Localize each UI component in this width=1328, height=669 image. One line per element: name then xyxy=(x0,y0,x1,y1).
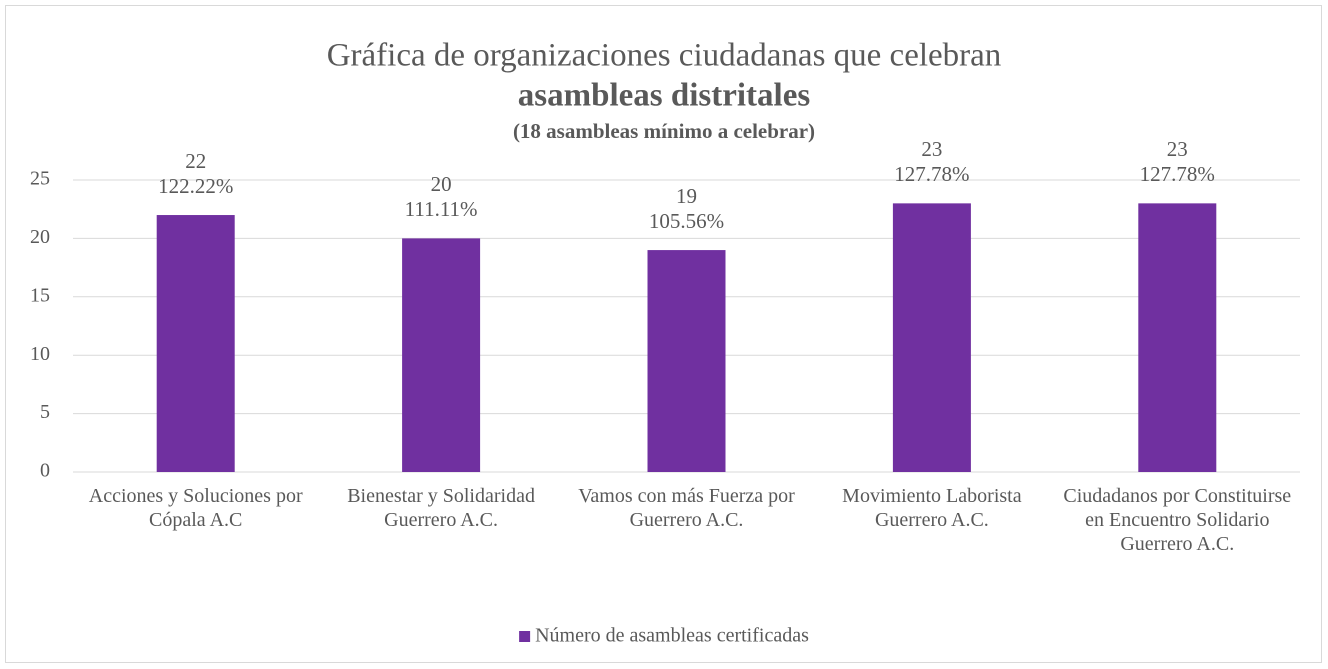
bar xyxy=(402,238,481,472)
bar xyxy=(1138,203,1217,473)
percent-label: 127.78% xyxy=(894,162,969,186)
x-tick-label: Ciudadanos por Constituirse en Encuentro… xyxy=(1063,485,1292,555)
x-tick-label: Acciones y Soluciones por Cópala A.C xyxy=(88,485,303,531)
y-tick-label: 0 xyxy=(40,460,50,482)
data-label: 23 xyxy=(1167,137,1188,161)
percent-label: 127.78% xyxy=(1140,162,1215,186)
legend-label: Número de asambleas certificadas xyxy=(535,625,809,647)
chart-title: Gráfica de organizaciones ciudadanas que… xyxy=(327,38,1002,74)
bar xyxy=(156,215,235,473)
x-tick-label: Vamos con más Fuerza por Guerrero A.C. xyxy=(578,485,795,531)
y-tick-label: 25 xyxy=(30,168,50,190)
y-tick-label: 10 xyxy=(30,343,50,365)
data-label: 19 xyxy=(676,184,697,208)
chart-title: asambleas distritales xyxy=(518,78,811,114)
chart-subtitle: (18 asambleas mínimo a celebrar) xyxy=(513,119,815,143)
data-label: 23 xyxy=(921,137,942,161)
legend-swatch xyxy=(519,631,531,642)
data-label: 20 xyxy=(431,172,452,196)
bar xyxy=(647,250,726,472)
bar xyxy=(892,203,971,473)
y-tick-label: 20 xyxy=(30,226,50,248)
percent-label: 105.56% xyxy=(649,209,724,233)
y-tick-label: 15 xyxy=(30,284,50,306)
x-tick-label: Movimiento Laborista Guerrero A.C. xyxy=(842,485,1022,531)
percent-label: 111.11% xyxy=(405,197,478,221)
percent-label: 122.22% xyxy=(158,174,233,198)
data-label: 22 xyxy=(185,149,206,173)
y-tick-label: 5 xyxy=(40,401,50,423)
x-tick-label: Bienestar y Solidaridad Guerrero A.C. xyxy=(347,485,535,531)
